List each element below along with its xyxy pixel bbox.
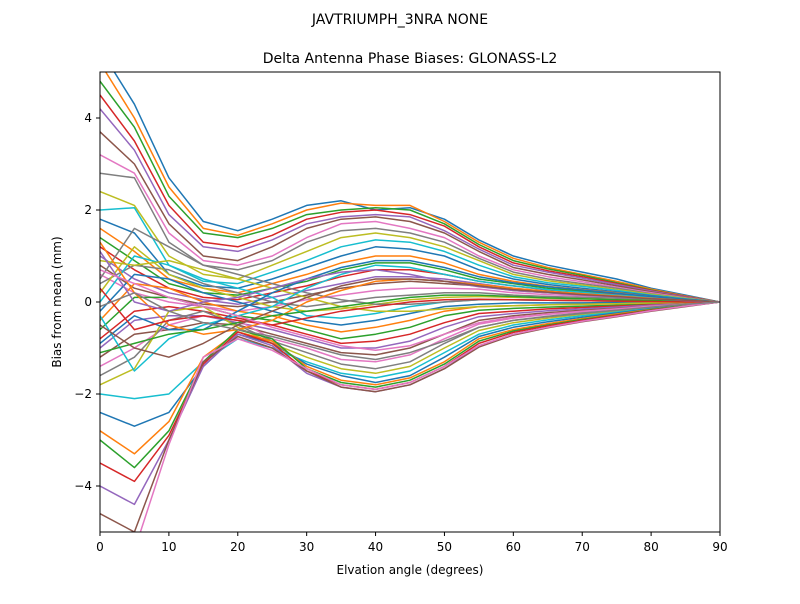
x-tick-label: 60 [506, 540, 521, 554]
series-line-40 [100, 264, 720, 372]
x-tick-label: 0 [96, 540, 104, 554]
x-tick-label: 80 [643, 540, 658, 554]
series-line-43 [100, 294, 720, 354]
series-line-44 [100, 287, 720, 331]
figure-suptitle: JAVTRIUMPH_3NRA NONE [311, 12, 488, 28]
series-line-11 [100, 218, 720, 303]
x-tick-label: 40 [368, 540, 383, 554]
x-tick-label: 30 [299, 540, 314, 554]
series-line-5 [100, 108, 720, 303]
series-line-37 [100, 301, 720, 532]
series-line-18 [100, 264, 720, 308]
x-axis: 0 10 20 30 40 50 60 70 80 90 [96, 532, 728, 554]
y-tick-label: −4 [74, 479, 92, 493]
x-tick-label: 50 [437, 540, 452, 554]
x-tick-label: 20 [230, 540, 245, 554]
series-line-46 [100, 278, 720, 358]
series-line-21 [100, 273, 720, 326]
series-line-39 [100, 259, 720, 312]
series-line-7 [100, 154, 720, 303]
y-tick-label: 2 [84, 203, 92, 217]
series-line-3 [100, 80, 720, 303]
x-tick-label: 10 [161, 540, 176, 554]
series-line-1 [113, 72, 720, 303]
series-line-10 [100, 206, 720, 303]
series-line-6 [100, 131, 720, 303]
x-tick-label: 90 [712, 540, 727, 554]
y-axis: −4 −2 0 2 4 [74, 111, 100, 493]
y-axis-label: Bias from mean (mm) [50, 236, 64, 367]
x-tick-label: 70 [575, 540, 590, 554]
series-line-48 [100, 292, 720, 361]
x-axis-label: Elvation angle (degrees) [337, 563, 484, 577]
series-line-9 [100, 190, 720, 303]
series-line-4 [100, 94, 720, 303]
chart-title: Delta Antenna Phase Biases: GLONASS-L2 [263, 51, 558, 67]
series-lines [100, 72, 720, 532]
y-tick-label: −2 [74, 387, 92, 401]
series-line-47 [100, 269, 720, 352]
y-tick-label: 4 [84, 111, 92, 125]
y-tick-label: 0 [84, 295, 92, 309]
series-line-2 [104, 72, 720, 303]
